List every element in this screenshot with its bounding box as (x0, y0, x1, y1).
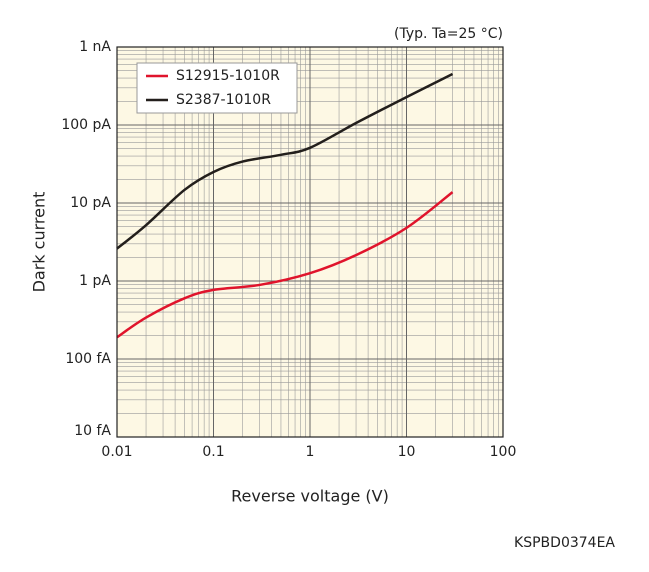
x-tick-label: 10 (398, 444, 416, 460)
legend-label: S12915-1010R (176, 68, 280, 84)
data-line (116, 72, 454, 250)
figure-code: KSPBD0374EA (514, 535, 615, 551)
x-tick-label: 0.01 (101, 444, 132, 460)
y-tick-label: 1 pA (79, 273, 111, 289)
x-tick-label: 0.1 (202, 444, 224, 460)
lines (116, 72, 454, 339)
x-tick-label: 1 (306, 444, 315, 460)
legend-label: S2387-1010R (176, 92, 271, 108)
y-axis-label: Dark current (30, 192, 49, 293)
y-tick-label: 10 pA (70, 195, 111, 211)
y-tick-label: 10 fA (74, 423, 111, 439)
data-line (116, 191, 454, 339)
legend-box (136, 62, 298, 114)
y-tick-label: 1 nA (79, 39, 111, 55)
plot-frame (116, 46, 504, 438)
x-tick-label: 100 (490, 444, 517, 460)
annotation: (Typ. Ta=25 °C) (394, 26, 503, 42)
y-tick-label: 100 pA (61, 117, 111, 133)
y-tick-label: 100 fA (65, 351, 111, 367)
x-axis-label: Reverse voltage (V) (231, 487, 389, 506)
